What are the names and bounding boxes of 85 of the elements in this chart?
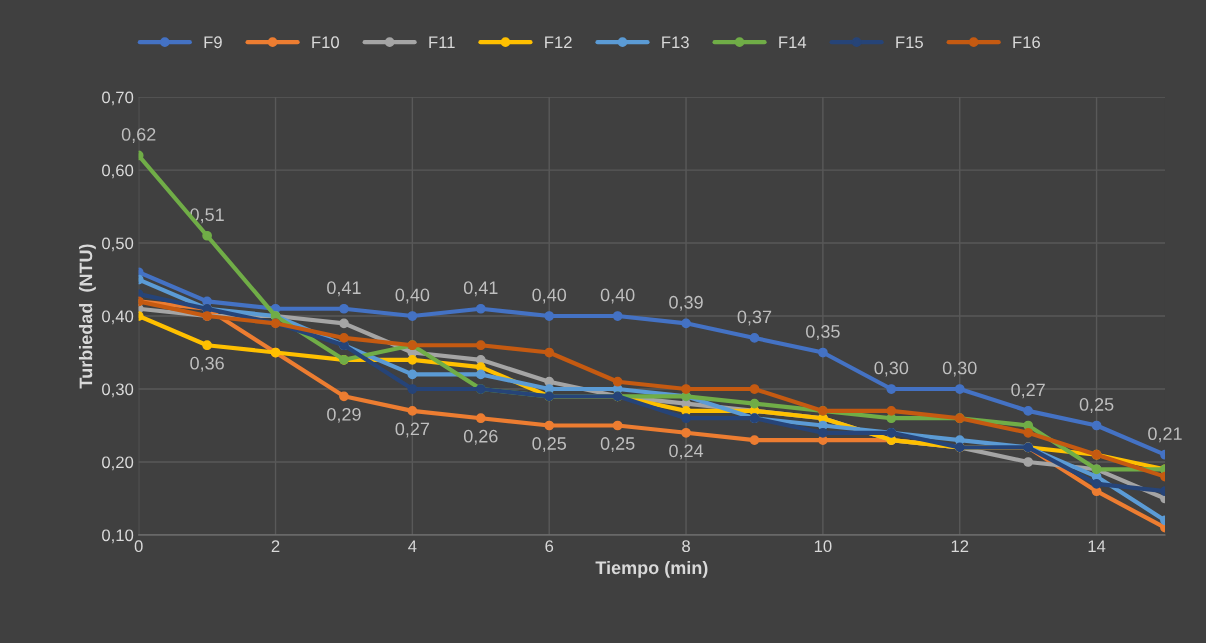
data-label: 0,24 bbox=[669, 444, 704, 460]
point bbox=[681, 318, 691, 329]
x-tick-label: 12 bbox=[951, 540, 969, 552]
x-tick-label: 2 bbox=[271, 540, 280, 552]
data-label: 0,39 bbox=[669, 295, 703, 311]
point bbox=[749, 435, 760, 445]
data-label: 0,29 bbox=[327, 407, 361, 423]
x-axis-title: Tiempo (min) bbox=[595, 560, 708, 578]
point bbox=[749, 398, 760, 409]
point bbox=[1023, 427, 1034, 438]
point bbox=[612, 311, 623, 321]
data-label: 0,41 bbox=[327, 281, 361, 297]
point bbox=[1023, 457, 1034, 467]
data-label: 0,41 bbox=[463, 281, 498, 297]
legend-label: F16 bbox=[1013, 36, 1040, 49]
data-label: 0,27 bbox=[395, 422, 430, 438]
data-label: 0,25 bbox=[1079, 398, 1114, 413]
data-label: 0,35 bbox=[806, 325, 840, 340]
point bbox=[544, 420, 555, 431]
point bbox=[339, 391, 349, 402]
point bbox=[1091, 420, 1102, 431]
point bbox=[886, 406, 897, 416]
point bbox=[749, 384, 760, 394]
point bbox=[475, 413, 486, 424]
y-tick-label: 0,50 bbox=[102, 237, 134, 252]
point bbox=[1023, 406, 1034, 416]
point bbox=[407, 369, 418, 380]
x-tick-label: 8 bbox=[682, 540, 690, 553]
point bbox=[202, 230, 212, 241]
legend-label: F15 bbox=[896, 36, 923, 49]
data-label: 0,62 bbox=[121, 128, 156, 143]
point bbox=[339, 333, 349, 343]
point bbox=[954, 384, 965, 394]
data-label: 0,40 bbox=[395, 288, 430, 304]
point bbox=[407, 384, 418, 394]
point bbox=[407, 354, 418, 365]
point bbox=[818, 347, 828, 358]
legend-label: F13 bbox=[662, 36, 689, 49]
x-tick-label: 14 bbox=[1088, 540, 1106, 552]
x-tick-label: 6 bbox=[545, 540, 554, 553]
data-label: 0,36 bbox=[190, 356, 224, 372]
point bbox=[407, 311, 418, 321]
point bbox=[475, 303, 486, 314]
y-tick-label: 0,20 bbox=[102, 456, 134, 471]
point bbox=[749, 333, 760, 343]
y-tick-label: 0,40 bbox=[102, 310, 134, 325]
point bbox=[544, 311, 555, 321]
y-tick-label: 0,10 bbox=[102, 529, 134, 544]
legend-label: F14 bbox=[779, 36, 807, 48]
y-tick-label: 0,70 bbox=[102, 91, 134, 106]
legend-label: F12 bbox=[545, 36, 572, 48]
data-label: 0,21 bbox=[1148, 427, 1182, 443]
y-axis-title: Turbiedad (NTU) bbox=[79, 244, 96, 389]
data-label: 0,30 bbox=[874, 361, 909, 377]
point bbox=[681, 413, 691, 424]
point bbox=[202, 340, 212, 351]
point bbox=[544, 347, 555, 358]
point bbox=[475, 340, 486, 351]
point bbox=[339, 303, 349, 314]
legend-label: F11 bbox=[429, 36, 455, 48]
point bbox=[681, 427, 691, 438]
data-label: 0,26 bbox=[463, 429, 498, 445]
data-label: 0,37 bbox=[737, 310, 772, 326]
point bbox=[407, 406, 418, 416]
point bbox=[1091, 479, 1102, 489]
point bbox=[681, 384, 691, 394]
point bbox=[612, 420, 623, 431]
data-label: 0,40 bbox=[532, 288, 567, 304]
data-label: 0,25 bbox=[600, 437, 635, 453]
y-tick-label: 0,30 bbox=[102, 383, 134, 398]
data-label: 0,25 bbox=[532, 437, 567, 453]
data-label: 0,30 bbox=[942, 361, 977, 377]
data-label: 0,27 bbox=[1011, 383, 1045, 399]
y-tick-label: 0,60 bbox=[102, 164, 134, 179]
point bbox=[339, 318, 349, 329]
x-tick-label: 4 bbox=[408, 540, 417, 552]
data-label: 0,40 bbox=[600, 288, 635, 304]
x-tick-label: 10 bbox=[814, 540, 832, 553]
legend-label: F10 bbox=[312, 36, 339, 49]
point bbox=[612, 376, 623, 387]
point bbox=[475, 369, 486, 380]
x-tick-label: 0 bbox=[134, 540, 143, 553]
legend-label: F9 bbox=[204, 36, 222, 49]
point bbox=[886, 384, 897, 394]
point bbox=[818, 427, 828, 438]
